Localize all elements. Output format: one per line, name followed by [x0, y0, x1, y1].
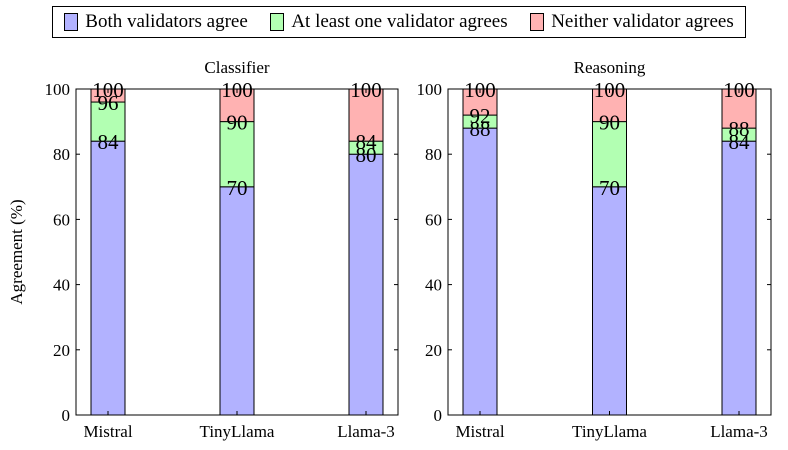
bar-both-llama-3 — [348, 153, 384, 416]
data-label: 90 — [599, 111, 620, 135]
x-tick-label: Llama-3 — [337, 422, 395, 441]
x-tick-label: Mistral — [83, 422, 132, 441]
bar-neither-llama-3 — [348, 88, 384, 142]
legend-entry-one: At least one validator agrees — [270, 11, 508, 33]
data-label: 84 — [98, 130, 120, 154]
bar-neither-tinyllama — [219, 88, 255, 123]
data-label: 96 — [98, 91, 119, 115]
legend-swatch-one — [270, 13, 285, 31]
y-tick-label: 40 — [53, 276, 70, 295]
y-tick-label: 20 — [53, 341, 70, 360]
legend-label-both: Both validators agree — [85, 11, 248, 32]
legend-label-one: At least one validator agrees — [291, 11, 508, 32]
chart-0: Classifier8496100Mistral7090100TinyLlama… — [45, 58, 399, 441]
y-tick-label: 80 — [53, 145, 70, 164]
data-label: 92 — [470, 104, 491, 128]
y-tick-label: 40 — [425, 276, 442, 295]
bar-one-mistral — [90, 101, 126, 142]
data-label: 90 — [227, 111, 248, 135]
bar-neither-mistral — [462, 88, 498, 116]
y-axis-label: Agreement (%) — [7, 199, 26, 304]
plot-frame — [75, 88, 399, 416]
legend-swatch-both — [64, 13, 79, 31]
legend-entry-neither: Neither validator agrees — [530, 11, 734, 33]
y-tick-label: 100 — [417, 80, 443, 99]
chart-title: Classifier — [204, 58, 269, 77]
x-tick-label: Llama-3 — [710, 422, 768, 441]
chart-1: Reasoning8892100Mistral7090100TinyLlama8… — [417, 58, 772, 441]
bar-both-mistral — [90, 140, 126, 416]
data-label: 80 — [356, 143, 377, 167]
plot-frame — [447, 88, 772, 416]
data-label: 70 — [599, 176, 620, 200]
bar-neither-llama-3 — [721, 88, 757, 129]
x-tick-label: Mistral — [455, 422, 504, 441]
bar-both-mistral — [462, 127, 498, 416]
data-label: 84 — [356, 130, 378, 154]
chart-title: Reasoning — [574, 58, 646, 77]
y-tick-label: 0 — [62, 406, 71, 425]
bar-both-llama-3 — [721, 140, 757, 416]
legend-swatch-neither — [530, 13, 545, 31]
legend-label-neither: Neither validator agrees — [551, 11, 734, 32]
data-label: 84 — [729, 130, 751, 154]
y-tick-label: 20 — [425, 341, 442, 360]
legend: Both validators agree At least one valid… — [52, 6, 746, 38]
y-tick-label: 0 — [434, 406, 443, 425]
data-label: 88 — [729, 117, 750, 141]
bar-one-tinyllama — [592, 121, 627, 188]
bar-one-tinyllama — [219, 121, 255, 188]
bar-both-tinyllama — [219, 186, 255, 416]
data-label: 88 — [470, 117, 491, 141]
bar-both-tinyllama — [592, 186, 627, 416]
y-tick-label: 80 — [425, 145, 442, 164]
data-label: 70 — [227, 176, 248, 200]
x-tick-label: TinyLlama — [200, 422, 275, 441]
y-tick-label: 100 — [45, 80, 71, 99]
legend-entry-both: Both validators agree — [64, 11, 248, 33]
y-tick-label: 60 — [425, 210, 442, 229]
y-tick-label: 60 — [53, 210, 70, 229]
x-tick-label: TinyLlama — [572, 422, 647, 441]
